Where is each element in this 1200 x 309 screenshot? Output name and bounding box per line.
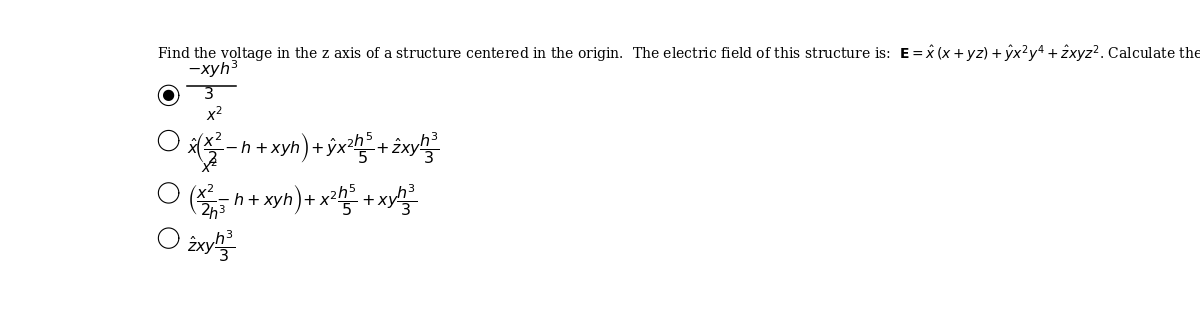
Text: $\hat{z}xy\dfrac{h^3}{3}$: $\hat{z}xy\dfrac{h^3}{3}$ — [187, 229, 235, 264]
Text: $-xyh^3$: $-xyh^3$ — [187, 58, 239, 80]
Text: $\left(\dfrac{x^2}{2}\!-h+xyh\right)\!+x^2\dfrac{h^5}{5}+xy\dfrac{h^3}{3}$: $\left(\dfrac{x^2}{2}\!-h+xyh\right)\!+x… — [187, 182, 418, 218]
Text: $x^2$: $x^2$ — [202, 158, 218, 176]
Text: $x^2$: $x^2$ — [206, 105, 223, 124]
Text: $\hat{x}\!\left(\dfrac{x^2}{2}\!-h+xyh\right)\!+\hat{y}x^2\dfrac{h^5}{5}\!+\hat{: $\hat{x}\!\left(\dfrac{x^2}{2}\!-h+xyh\r… — [187, 130, 440, 166]
Text: $h^3$: $h^3$ — [208, 204, 226, 223]
Text: $3$: $3$ — [203, 86, 214, 102]
Text: Find the voltage in the z axis of a structure centered in the origin.  The elect: Find the voltage in the z axis of a stru… — [157, 43, 1200, 64]
Polygon shape — [163, 90, 174, 101]
